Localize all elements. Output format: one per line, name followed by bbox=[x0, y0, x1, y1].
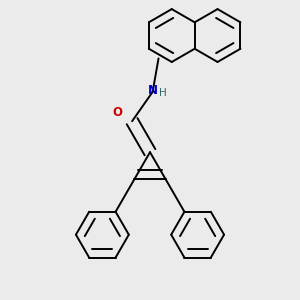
Text: N: N bbox=[148, 84, 158, 97]
Text: H: H bbox=[159, 88, 167, 98]
Text: O: O bbox=[112, 106, 122, 119]
